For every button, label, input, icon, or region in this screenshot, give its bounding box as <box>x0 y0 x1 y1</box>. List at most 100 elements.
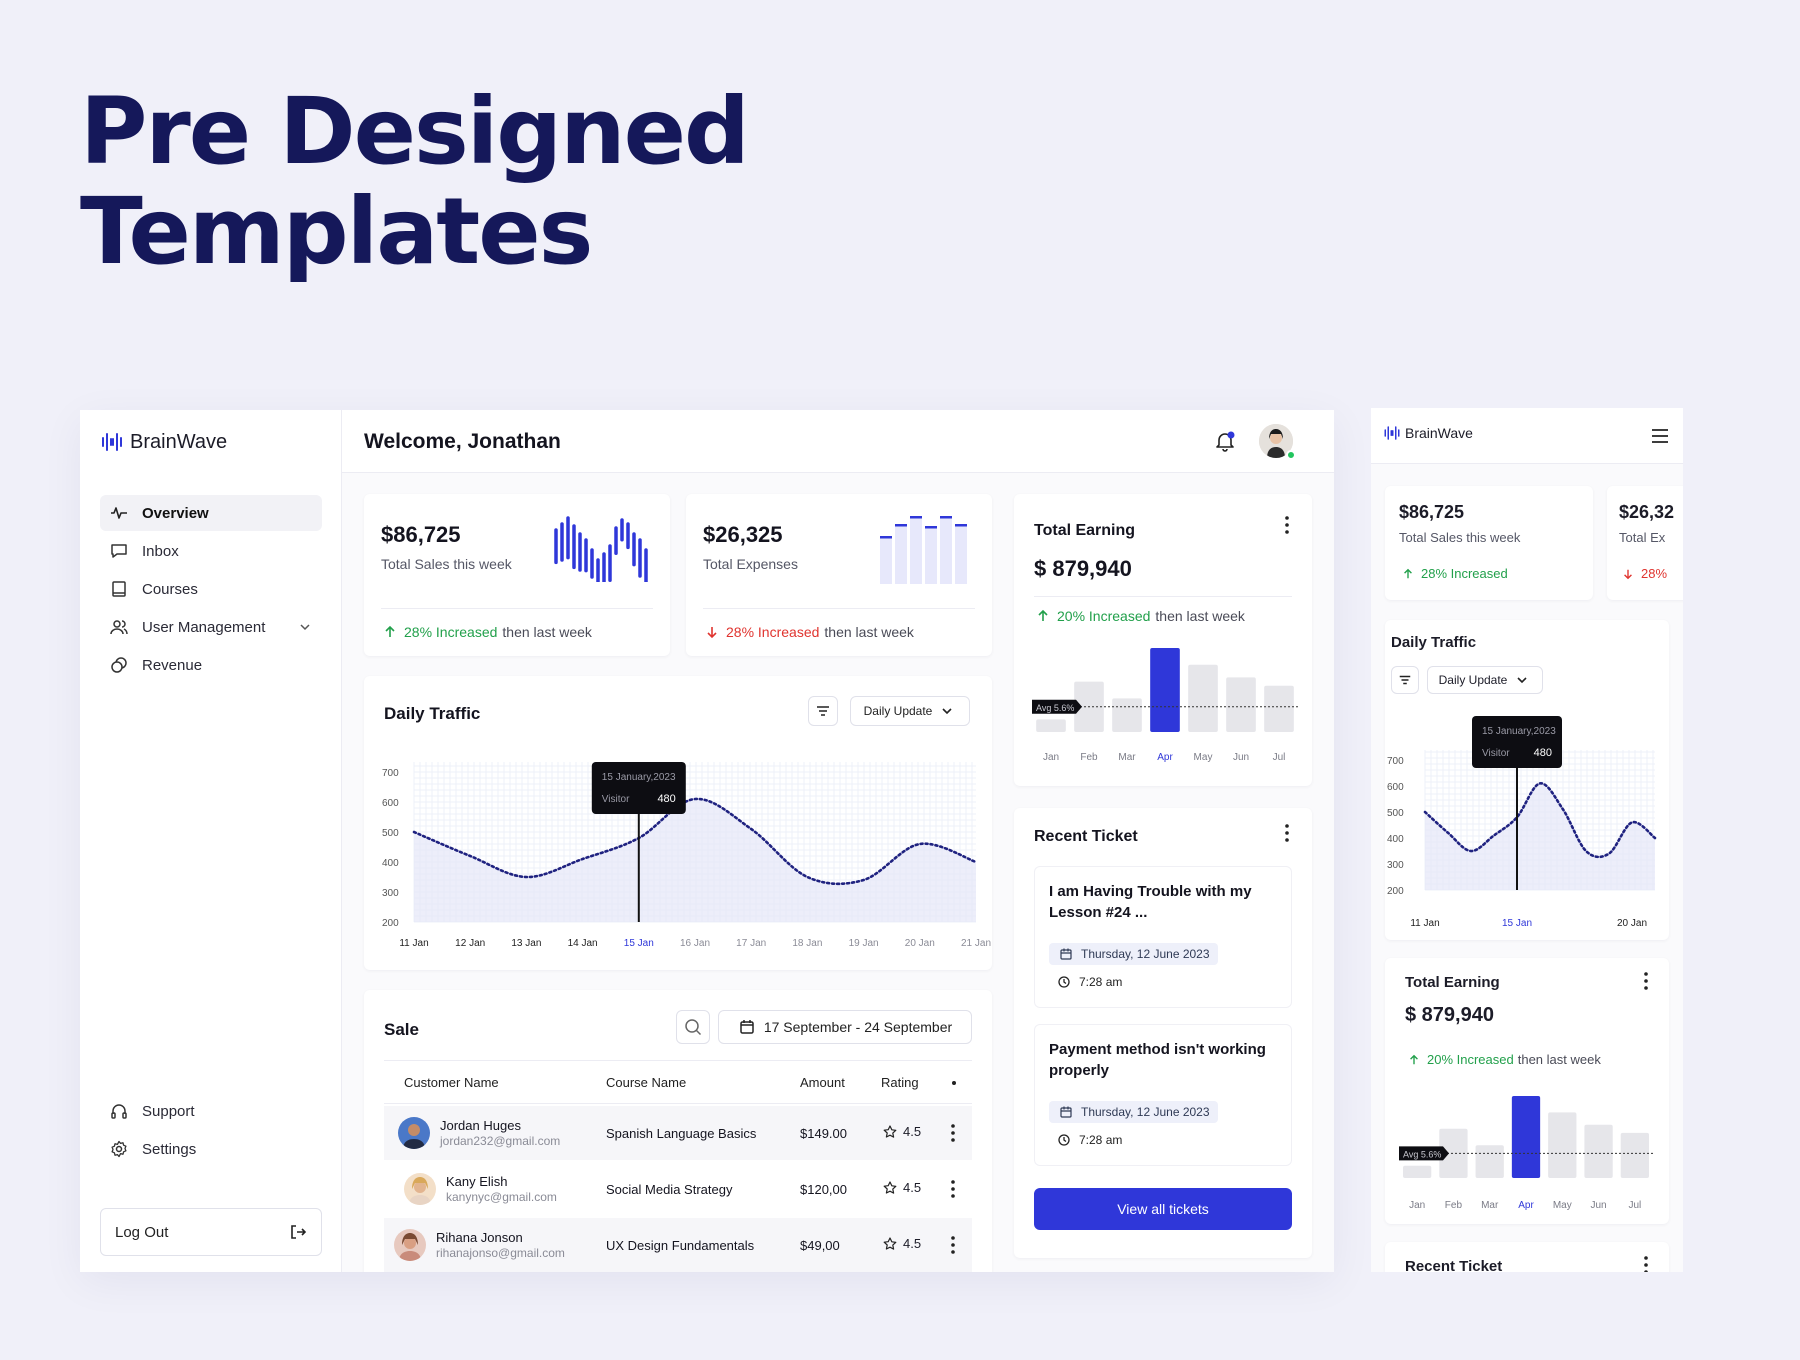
earning-bar <box>1548 1112 1577 1178</box>
mobile-brand-logo[interactable]: BrainWave <box>1383 424 1473 442</box>
tooltip-box <box>591 762 686 814</box>
ticket-date-value: Thursday, 12 June 2023 <box>1081 947 1210 961</box>
table-row[interactable]: Rihana Jonson rihanajonso@gmail.com UX D… <box>384 1218 972 1272</box>
star-icon <box>881 1236 899 1251</box>
x-tick-label: Jan <box>1043 752 1059 763</box>
filter-button[interactable] <box>808 696 838 726</box>
arrow-down-icon <box>1619 568 1637 580</box>
table-row[interactable]: Jordan Huges jordan232@gmail.com Spanish… <box>384 1106 972 1160</box>
more-vertical-icon[interactable] <box>946 1122 960 1144</box>
x-tick-label: Jul <box>1628 1200 1641 1211</box>
arrow-down-icon <box>703 625 721 639</box>
logout-button[interactable]: Log Out <box>100 1208 322 1256</box>
traffic-area <box>1425 783 1655 890</box>
chevron-down-icon <box>1513 675 1531 685</box>
earning-bar <box>1112 698 1142 732</box>
traffic-area <box>414 798 976 922</box>
y-tick-label: 700 <box>1387 756 1404 767</box>
date-range-label: 17 September - 24 September <box>763 1019 953 1035</box>
expense-bar <box>895 524 907 584</box>
more-vertical-icon[interactable] <box>946 1234 960 1256</box>
column-header[interactable]: Customer Name <box>404 1075 499 1090</box>
stat-label: Total Sales this week <box>381 556 512 572</box>
x-tick-label: Feb <box>1445 1200 1463 1211</box>
stat-label: Total Expenses <box>703 556 798 572</box>
ticket-item[interactable]: Payment method isn't working properly Th… <box>1034 1024 1292 1166</box>
card-title: Total Earning <box>1405 974 1500 991</box>
hero-title: Pre Designed Templates <box>80 82 750 282</box>
ticket-title: Payment method isn't working properly <box>1049 1041 1266 1079</box>
expense-bar-cap <box>880 536 892 539</box>
sidebar-item-inbox[interactable]: Inbox <box>100 533 322 569</box>
sale-card: Sale 17 September - 24 September Custome… <box>364 990 992 1272</box>
sidebar-item-settings[interactable]: Settings <box>100 1131 322 1167</box>
ticket-title: I am Having Trouble with my Lesson #24 .… <box>1049 883 1252 921</box>
x-tick-label: 11 Jan <box>1410 918 1439 929</box>
customer-name: Rihana Jonson <box>436 1230 523 1245</box>
customer-name: Kany Elish <box>446 1174 508 1189</box>
sidebar-item-courses[interactable]: Courses <box>100 571 322 607</box>
tooltip-label: Visitor <box>602 794 630 805</box>
x-tick-label: 21 Jan <box>961 938 991 949</box>
card-title: Recent Ticket <box>1034 828 1138 845</box>
brand-logo[interactable]: BrainWave <box>100 426 227 458</box>
course-name: UX Design Fundamentals <box>606 1238 755 1253</box>
x-tick-label: 20 Jan <box>1617 918 1647 929</box>
more-vertical-icon[interactable] <box>946 1178 960 1200</box>
y-tick-label: 400 <box>382 858 399 869</box>
column-header[interactable]: Rating <box>881 1075 919 1090</box>
table-row[interactable]: Kany Elish kanynyc@gmail.com Social Medi… <box>384 1162 972 1216</box>
expense-bar <box>925 526 937 584</box>
divider <box>703 608 975 609</box>
chevron-down-icon[interactable] <box>296 618 314 636</box>
bell-icon <box>1214 430 1236 452</box>
rating-value: 4.5 <box>903 1180 922 1195</box>
sidebar-item-overview[interactable]: Overview <box>100 495 322 531</box>
more-vertical-icon[interactable] <box>1639 1254 1653 1272</box>
filter-button[interactable] <box>1391 666 1419 694</box>
daily-update-dropdown[interactable]: Daily Update <box>850 696 970 726</box>
more-vertical-icon[interactable] <box>1280 514 1294 536</box>
search-icon <box>684 1018 702 1036</box>
more-vertical-icon[interactable] <box>1280 822 1294 844</box>
card-title: Sale <box>384 1020 419 1039</box>
sidebar-item-support[interactable]: Support <box>100 1093 322 1129</box>
earning-bar <box>1439 1128 1468 1178</box>
x-tick-label: Jun <box>1233 752 1249 763</box>
hamburger-menu-icon[interactable] <box>1651 428 1669 444</box>
users-icon <box>110 618 128 636</box>
x-tick-label: Apr <box>1518 1200 1534 1211</box>
x-tick-label: 18 Jan <box>792 938 822 949</box>
x-tick-label: 16 Jan <box>680 938 710 949</box>
star-icon <box>881 1180 899 1195</box>
arrow-up-icon <box>1405 1054 1423 1066</box>
stat-change: 28% Increased then last week <box>703 624 914 640</box>
y-tick-label: 700 <box>382 768 399 779</box>
earning-change: 20% Increased then last week <box>1034 608 1245 624</box>
gear-icon <box>110 1140 128 1158</box>
earning-bar <box>1226 677 1256 732</box>
more-vertical-icon[interactable] <box>1639 970 1653 992</box>
sidebar-item-user-management[interactable]: User Management <box>100 609 322 645</box>
rating-value: 4.5 <box>903 1124 922 1139</box>
column-menu-dot[interactable] <box>952 1081 956 1085</box>
stat-change-suffix: then last week <box>824 624 914 640</box>
page-title: Welcome, Jonathan <box>364 430 561 453</box>
daily-update-dropdown[interactable]: Daily Update <box>1427 666 1543 694</box>
notification-button[interactable] <box>1208 424 1242 458</box>
earning-value: $ 879,940 <box>1405 1004 1494 1026</box>
course-name: Social Media Strategy <box>606 1182 733 1197</box>
clock-icon <box>1055 976 1073 988</box>
search-button[interactable] <box>676 1010 710 1044</box>
tooltip-value: 480 <box>1534 747 1552 759</box>
calendar-icon <box>1057 1106 1075 1118</box>
column-header[interactable]: Amount <box>800 1075 845 1090</box>
amount: $149.00 <box>800 1126 847 1141</box>
column-header[interactable]: Course Name <box>606 1075 687 1090</box>
y-tick-label: 400 <box>1387 834 1404 845</box>
calendar-icon <box>738 1018 756 1036</box>
view-all-tickets-button[interactable]: View all tickets <box>1034 1188 1292 1230</box>
ticket-item[interactable]: I am Having Trouble with my Lesson #24 .… <box>1034 866 1292 1008</box>
date-range-picker[interactable]: 17 September - 24 September <box>718 1010 972 1044</box>
sidebar-item-revenue[interactable]: Revenue <box>100 647 322 683</box>
